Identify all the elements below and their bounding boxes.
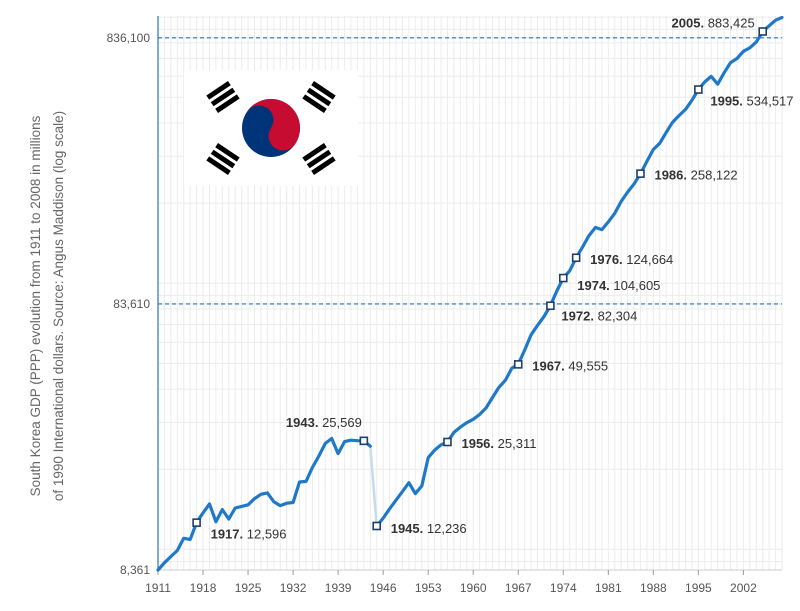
- annotation-value: 49,555: [565, 358, 608, 373]
- x-tick-label: 1995: [685, 581, 712, 595]
- x-tick-label: 1960: [460, 581, 487, 595]
- annotation-value: 104,605: [610, 278, 661, 293]
- x-tick-label: 1939: [325, 581, 352, 595]
- annotation-1967: 1967. 49,555: [532, 358, 608, 373]
- x-tick-label: 1988: [640, 581, 667, 595]
- trigram-bar: [210, 149, 236, 169]
- annotation-2005: 2005. 883,425: [672, 15, 755, 30]
- annotation-1956: 1956. 25,311: [461, 436, 536, 451]
- trigram-ri: [206, 143, 240, 175]
- annotation-value: 124,664: [623, 252, 674, 267]
- trigram-bar: [215, 143, 240, 162]
- annotation-value: 258,122: [687, 168, 738, 183]
- trigram-bar: [306, 149, 332, 169]
- x-tick-label: 2002: [730, 581, 757, 595]
- annotation-1976: 1976. 124,664: [590, 252, 673, 267]
- trigram-bar: [210, 87, 236, 107]
- annotation-year: 1917.: [211, 527, 244, 542]
- annotation-1986: 1986. 258,122: [654, 168, 737, 183]
- annotation-1974: 1974. 104,605: [577, 278, 660, 293]
- marker-1986: [636, 169, 645, 178]
- marker-1976: [571, 253, 581, 263]
- annotation-value: 883,425: [704, 15, 755, 30]
- x-tick-label: 1953: [415, 581, 442, 595]
- annotation-value: 12,236: [423, 521, 466, 536]
- marker-1917: [192, 518, 201, 527]
- y-tick-label: 83,610: [113, 297, 150, 311]
- annotation-year: 1956.: [461, 436, 494, 451]
- series-line-segment-1: [156, 436, 372, 572]
- south-korea-flag-icon: [184, 70, 358, 186]
- flag-taegeuk-red: [246, 99, 300, 151]
- marker-1943: [359, 436, 369, 446]
- annotation-value: 25,311: [494, 436, 536, 451]
- annotation-value: 25,569: [318, 415, 361, 430]
- marker-1945: [372, 521, 382, 531]
- trigram-geon: [206, 81, 240, 113]
- marker-1972: [546, 301, 555, 311]
- annotation-value: 12,596: [243, 527, 286, 542]
- x-tick-label: 1974: [550, 581, 577, 595]
- x-tick-label: 1925: [235, 581, 262, 595]
- trigram-gon: [302, 143, 336, 175]
- trigram-bar: [302, 143, 327, 162]
- y-axis-label-line-2: of 1990 International dollars. Source: A…: [51, 111, 66, 501]
- trigram-bar: [311, 156, 336, 175]
- trigram-gam: [302, 81, 336, 113]
- marker-1956: [443, 437, 452, 447]
- annotation-year: 1974.: [577, 278, 610, 293]
- x-tick-label: 1946: [370, 581, 397, 595]
- marker-2005: [758, 27, 768, 36]
- trigram-bar: [215, 94, 240, 113]
- x-tick-label: 1932: [280, 581, 307, 595]
- annotation-1972: 1972. 82,304: [561, 309, 637, 324]
- annotation-year: 1943.: [286, 415, 319, 430]
- annotation-year: 1976.: [590, 252, 623, 267]
- annotation-year: 1967.: [532, 358, 565, 373]
- x-tick-label: 1918: [190, 581, 217, 595]
- reference-lines: [158, 37, 782, 305]
- y-axis-label: South Korea GDP (PPP) evolution from 191…: [28, 111, 66, 501]
- x-tick-label: 1967: [505, 581, 532, 595]
- trigram-bar: [206, 156, 231, 175]
- axes: [157, 16, 782, 571]
- x-axis-ticks: 1911 1918 1925 1932 1939 1946 1953 1960 1967 1974…: [145, 570, 757, 595]
- y-tick-label: 8,361: [120, 563, 150, 577]
- trigram-bar: [311, 81, 336, 100]
- annotation-1995: 1995. 534,517: [710, 94, 793, 109]
- annotation-value: 534,517: [743, 94, 794, 109]
- marker-1967: [513, 360, 523, 369]
- x-tick-label: 1981: [595, 581, 622, 595]
- annotation-value: 82,304: [594, 309, 637, 324]
- annotation-markers: [192, 27, 768, 531]
- annotation-year: 1972.: [561, 309, 594, 324]
- trigram-bar: [306, 87, 332, 107]
- y-tick-label: 836,100: [107, 31, 151, 45]
- marker-1995: [694, 85, 703, 94]
- annotation-year: 1986.: [654, 168, 687, 183]
- annotation-year: 1945.: [391, 521, 424, 536]
- series-gap-line: [369, 446, 378, 527]
- x-tick-label: 1911: [145, 581, 171, 595]
- marker-1974: [558, 273, 568, 283]
- annotation-year: 2005.: [672, 15, 705, 30]
- y-axis-label-line-1: South Korea GDP (PPP) evolution from 191…: [28, 115, 43, 496]
- annotation-1943: 1943. 25,569: [286, 415, 362, 430]
- trigram-bar: [302, 94, 327, 113]
- annotation-labels: 1917. 12,596 1943. 25,569 1945. 12,236 1956…: [211, 15, 794, 541]
- annotation-1917: 1917. 12,596: [211, 527, 287, 542]
- annotation-1945: 1945. 12,236: [391, 521, 467, 536]
- annotation-year: 1995.: [710, 94, 743, 109]
- y-axis-ticks: 8,361 83,610 836,100: [107, 31, 151, 577]
- trigram-bar: [206, 81, 231, 100]
